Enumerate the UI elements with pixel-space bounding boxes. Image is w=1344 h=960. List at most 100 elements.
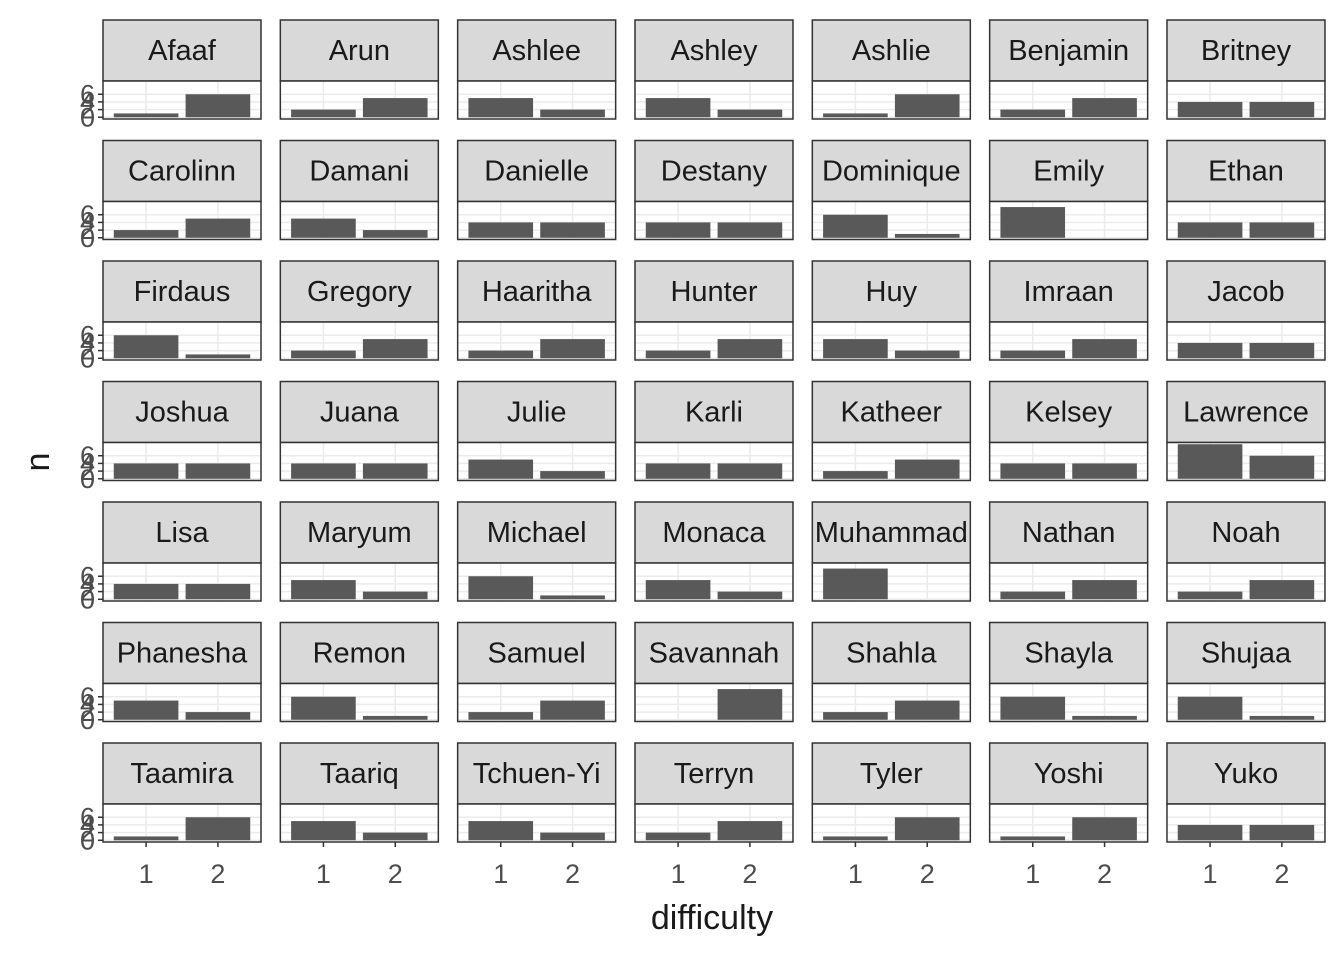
panel-content (812, 322, 971, 360)
bar (645, 832, 711, 841)
bar (113, 230, 179, 238)
strip (988, 139, 1149, 203)
strip-label: Arun (329, 35, 390, 67)
bar (362, 591, 428, 600)
y-tick-label: 2 (80, 697, 95, 727)
bar (1177, 342, 1243, 359)
y-tick-label: 6 (80, 320, 95, 350)
panel-border (102, 80, 262, 120)
bar (291, 350, 356, 359)
y-tick-label: 0 (80, 705, 95, 735)
strip (102, 19, 262, 82)
panel-border (811, 441, 972, 482)
panel-content (457, 81, 616, 119)
bar (1000, 109, 1066, 118)
strip-label: Haaritha (482, 276, 592, 308)
bar (468, 98, 534, 118)
x-tick-label: 1 (1025, 859, 1040, 889)
strip (102, 380, 262, 444)
bar (717, 339, 783, 359)
strip-label: Samuel (487, 638, 585, 670)
strip-label: Katheer (841, 397, 943, 429)
strip (102, 501, 262, 564)
bar (540, 222, 605, 238)
panel-content (634, 563, 793, 601)
strip (456, 139, 617, 203)
bar (113, 113, 179, 118)
panel-content (1166, 804, 1325, 842)
bar (717, 222, 783, 238)
strip-label: Carolinn (128, 156, 236, 188)
strip (988, 742, 1149, 805)
bar (1000, 591, 1066, 600)
panel-content (457, 804, 616, 842)
panel-border (102, 441, 262, 482)
bar (894, 350, 960, 359)
panel-content (280, 804, 439, 842)
strip (279, 501, 440, 564)
strip-label: Monaca (662, 517, 766, 549)
strip (634, 139, 794, 203)
strip-label: Kelsey (1025, 397, 1113, 429)
strip-label: Joshua (135, 397, 229, 429)
panel-border (988, 200, 1149, 241)
panel-border (634, 200, 794, 241)
bar (645, 580, 711, 600)
bar (185, 712, 251, 720)
strip-label: Juana (320, 397, 400, 429)
panel-content (989, 442, 1148, 481)
x-tick-label: 2 (1274, 859, 1289, 889)
panel-content (280, 683, 439, 722)
bar (1249, 580, 1315, 600)
panel-content (103, 81, 261, 119)
bar (717, 821, 783, 841)
y-tick-label: 6 (80, 802, 95, 832)
bar (645, 350, 711, 359)
strip-label: Ashlie (852, 35, 931, 67)
panel-border (988, 321, 1149, 361)
bar (1072, 98, 1137, 118)
strip-label: Noah (1211, 517, 1280, 549)
strip (279, 139, 440, 203)
panel-border (811, 200, 972, 241)
strip (811, 380, 972, 444)
strip (279, 742, 440, 805)
bar (894, 94, 960, 118)
strip (634, 742, 794, 805)
strip-label: Terryn (674, 758, 755, 790)
strip (102, 621, 262, 685)
strip (988, 19, 1149, 82)
panel-border (634, 80, 794, 120)
panel-border (456, 441, 617, 482)
strip-label: Imraan (1024, 276, 1114, 308)
x-axis-title: difficulty (651, 899, 773, 937)
strip (102, 260, 262, 323)
panel-content (457, 442, 616, 481)
strip-label: Jacob (1207, 276, 1284, 308)
x-tick-label: 2 (920, 859, 935, 889)
panel-border (456, 80, 617, 120)
bar (362, 463, 428, 479)
strip (1166, 260, 1326, 323)
strip (102, 139, 262, 203)
y-tick-label: 4 (80, 87, 95, 117)
strip (811, 19, 972, 82)
panel-content (812, 81, 971, 119)
strip (634, 380, 794, 444)
strip-label: Nathan (1022, 517, 1116, 549)
bar (1072, 463, 1137, 479)
bar (362, 230, 428, 238)
x-tick-label: 1 (139, 859, 154, 889)
strip-label: Emily (1033, 156, 1104, 188)
panel-border (279, 200, 440, 241)
bar (1249, 342, 1315, 359)
bar (540, 339, 605, 359)
bar (362, 715, 428, 720)
x-tick-label: 1 (1203, 859, 1218, 889)
bar (1072, 580, 1137, 600)
panel-content (634, 683, 793, 722)
strip (456, 742, 617, 805)
panel-border (1166, 200, 1326, 241)
panel-border (102, 200, 262, 241)
y-tick-label: 4 (80, 208, 95, 238)
